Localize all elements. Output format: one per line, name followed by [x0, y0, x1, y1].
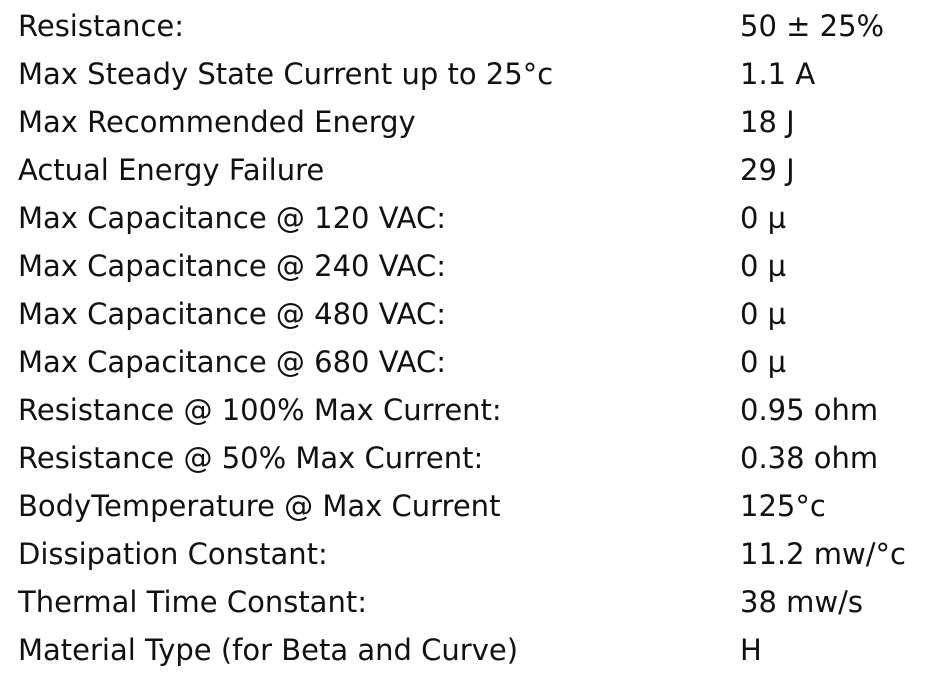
spec-label: Max Steady State Current up to 25°c — [18, 57, 554, 91]
spec-value: H — [740, 633, 762, 667]
spec-row: Max Recommended Energy 18 J — [0, 98, 950, 146]
spec-label: Max Capacitance @ 680 VAC: — [18, 345, 447, 379]
spec-value: 38 mw/s — [740, 585, 863, 619]
spec-value: 0 µ — [740, 345, 787, 379]
spec-row: Resistance: 50 ± 25% — [0, 2, 950, 50]
spec-label: Max Capacitance @ 480 VAC: — [18, 297, 447, 331]
spec-label: Actual Energy Failure — [18, 153, 325, 187]
spec-label: Max Capacitance @ 120 VAC: — [18, 201, 447, 235]
spec-label: Thermal Time Constant: — [18, 585, 367, 619]
spec-value: 18 J — [740, 105, 795, 139]
spec-label: Resistance @ 100% Max Current: — [18, 393, 502, 427]
spec-value: 0 µ — [740, 249, 787, 283]
spec-value: 50 ± 25% — [740, 9, 885, 43]
spec-value: 0 µ — [740, 201, 787, 235]
spec-label: Max Capacitance @ 240 VAC: — [18, 249, 447, 283]
spec-label: BodyTemperature @ Max Current — [18, 489, 501, 523]
spec-row: Max Capacitance @ 240 VAC: 0 µ — [0, 242, 950, 290]
spec-row: Max Capacitance @ 680 VAC: 0 µ — [0, 338, 950, 386]
spec-value: 1.1 A — [740, 57, 816, 91]
spec-label: Max Recommended Energy — [18, 105, 416, 139]
spec-row: Resistance @ 100% Max Current: 0.95 ohm — [0, 386, 950, 434]
spec-value: 125°c — [740, 489, 826, 523]
spec-row: Dissipation Constant: 11.2 mw/°c — [0, 530, 950, 578]
spec-label: Material Type (for Beta and Curve) — [18, 633, 519, 667]
spec-value: 29 J — [740, 153, 795, 187]
spec-row: Max Capacitance @ 480 VAC: 0 µ — [0, 290, 950, 338]
spec-row: BodyTemperature @ Max Current 125°c — [0, 482, 950, 530]
spec-label: Dissipation Constant: — [18, 537, 328, 571]
spec-value: 0 µ — [740, 297, 787, 331]
spec-row: Thermal Time Constant: 38 mw/s — [0, 578, 950, 626]
spec-label: Resistance @ 50% Max Current: — [18, 441, 484, 475]
spec-value: 0.95 ohm — [740, 393, 879, 427]
spec-label: Resistance: — [18, 9, 185, 43]
spec-row: Max Capacitance @ 120 VAC: 0 µ — [0, 194, 950, 242]
spec-row: Material Type (for Beta and Curve) H — [0, 626, 950, 674]
spec-row: Max Steady State Current up to 25°c 1.1 A — [0, 50, 950, 98]
spec-row: Actual Energy Failure 29 J — [0, 146, 950, 194]
spec-row: Resistance @ 50% Max Current: 0.38 ohm — [0, 434, 950, 482]
spec-value: 11.2 mw/°c — [740, 537, 906, 571]
spec-value: 0.38 ohm — [740, 441, 879, 475]
